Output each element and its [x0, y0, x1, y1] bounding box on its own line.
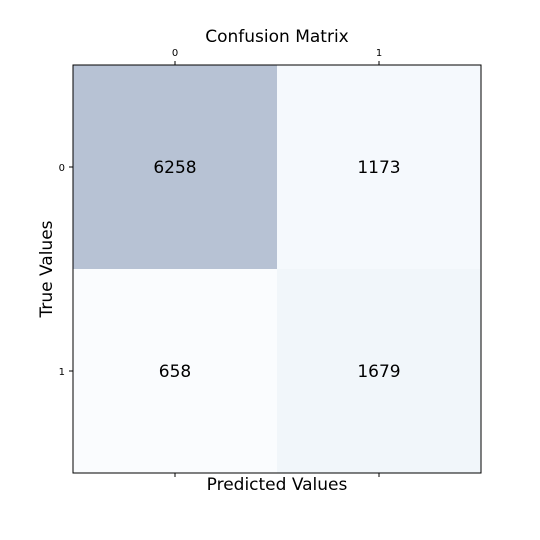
heatmap-cells: [73, 65, 481, 473]
heatmap-cell-labels: 6258 1173 658 1679: [153, 158, 400, 382]
y-tick-label-1: 1: [59, 367, 65, 378]
x-axis-label: Predicted Values: [207, 475, 348, 495]
heatmap-cell-0-1: [277, 65, 481, 269]
y-tick-label-0: 0: [59, 163, 65, 174]
chart-title: Confusion Matrix: [205, 27, 349, 47]
cell-value-label-0-1: 1173: [357, 158, 400, 178]
plot-frame: [72, 64, 482, 474]
y-axis-label: True Values: [37, 220, 57, 318]
heatmap-cell-1-1: [277, 269, 481, 473]
cell-value-label-1-0: 658: [159, 362, 191, 382]
x-tick-label-0: 0: [172, 48, 178, 59]
heatmap-cell-1-0: [73, 269, 277, 473]
x-tick-label-1: 1: [376, 48, 382, 59]
cell-value-label-0-0: 6258: [153, 158, 196, 178]
cell-value-label-1-1: 1679: [357, 362, 400, 382]
heatmap-cell-0-0: [73, 65, 277, 269]
axis-ticks: 0 1 0 1: [59, 48, 382, 477]
